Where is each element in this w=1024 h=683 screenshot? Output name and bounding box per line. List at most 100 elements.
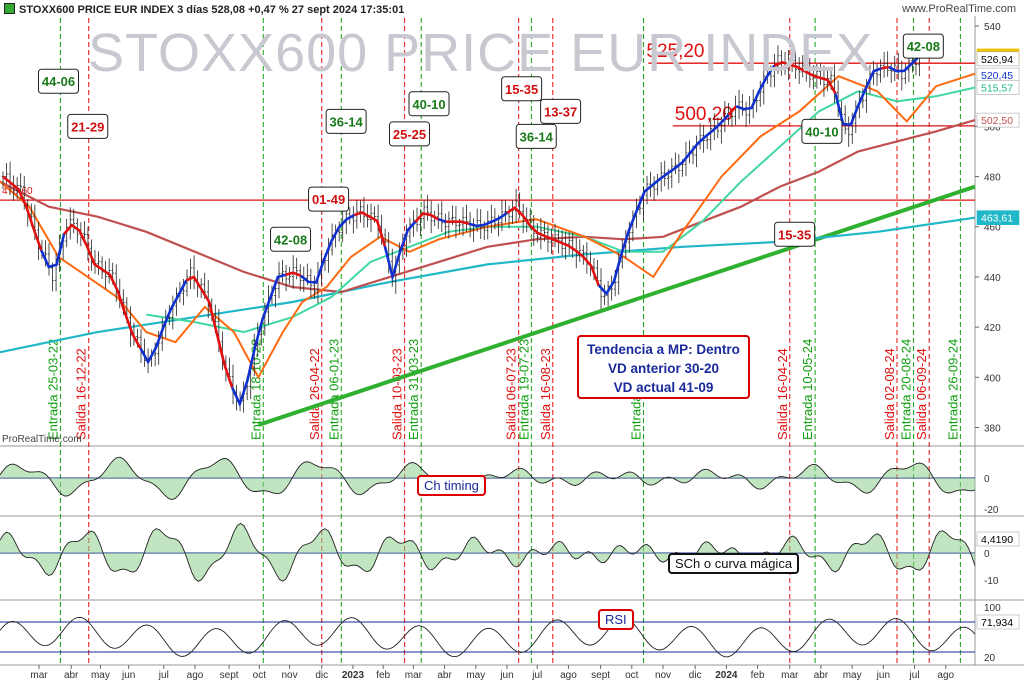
x-tick-label: ago [187,670,204,681]
x-tick-label: 2023 [342,670,365,681]
info-line-1: Tendencia a MP: Dentro [587,342,740,357]
hilo-segment [300,213,355,284]
x-tick-label: may [91,670,110,681]
price-tag [976,112,1020,128]
x-tick-label: jun [499,670,513,681]
annotation-box [501,76,543,102]
hilo-segment [888,55,921,73]
hilo-segment [834,67,882,127]
x-tick-label: mar [781,670,799,681]
x-tick-label: sept [220,670,239,681]
annotation-label: 15-35 [505,82,538,97]
signal-label: Salida 16-08-23 [538,348,553,440]
info-box: Tendencia a MP: Dentro VD anterior 30-20… [577,335,750,399]
x-tick-label: feb [751,670,765,681]
y-tick-label: 440 [984,273,1001,284]
panel-value-label: 4,4190 [981,534,1013,546]
price-tag [976,210,1020,225]
annotation-box [774,221,816,247]
rsi-line [0,616,976,658]
annotation-box [515,123,557,149]
hilo-segment [353,211,387,247]
timing-panel-label: Ch timing [417,475,486,496]
panel-value-label: 71,934 [981,617,1013,629]
timing-tick: -20 [984,505,999,516]
ema_slow-line [0,119,976,294]
hilo-segment [468,211,508,228]
chart-watermark: STOXX600 PRICE EUR INDEX [88,23,874,83]
hilo-segment [597,113,730,296]
signal-label: Entrada 31-03-23 [406,339,421,440]
annotation-label: 42-08 [274,232,307,247]
signal-label: Salida 16-12-22 [74,348,89,440]
y-tick-label: 460 [984,223,1001,234]
x-tick-label: ago [937,670,954,681]
x-tick-label: jul [531,670,542,681]
signal-label: Entrada 25-03-22 [45,339,60,440]
x-tick-label: mar [405,670,423,681]
instrument-color-swatch [4,3,15,14]
x-tick-label: abr [64,670,79,681]
annotation-box [308,186,350,212]
y-tick-label: 380 [984,423,1001,434]
x-tick-label: feb [376,670,390,681]
hilo-segment [773,61,837,95]
signal-label: Salida 06-09-24 [914,348,929,440]
x-tick-label: jun [121,670,135,681]
info-line-3: VD actual 41-09 [613,380,714,395]
signal-label: Entrada 19-07-23 [516,339,531,440]
price-tag [976,51,1020,67]
timing-tick: 0 [984,474,990,485]
annotation-label: 40-10 [805,124,838,139]
hilo-segment [63,223,142,350]
resistance-label: 525,20 [646,41,704,62]
x-tick-label: jun [876,670,890,681]
price-tag-label: 526,94 [981,54,1013,66]
signal-label: Entrada 06-01-23 [326,339,341,440]
ema_fast-line [0,72,976,380]
sch-line [0,522,976,582]
signal-label: Salida 06-07-23 [504,348,519,440]
sch-panel-label: SCh o curva mágica [668,553,800,574]
signal-label: Entrada 20-08-24 [899,339,914,440]
chart-title: STOXX600 PRICE EUR INDEX 3 días 528,08 +… [19,4,405,16]
annotation-label: 15-35 [778,227,811,242]
annotation-box [540,98,582,124]
hilo-segment [185,275,234,388]
signal-label: Salida 16-04-24 [775,348,790,440]
annotation-label: 25-25 [393,127,426,142]
signal-label: Salida 10-03-23 [390,348,405,440]
info-line-2: VD anterior 30-20 [607,361,720,376]
rsi-tick: 100 [984,603,1001,614]
footer-brand: ProRealTime.com [2,434,82,445]
annotation-label: 44-06 [42,74,75,89]
hilo-segment [727,105,738,116]
y-tick-label: 540 [984,22,1001,33]
annotation-label: 21-29 [71,119,104,134]
x-tick-label: abr [437,670,452,681]
x-tick-label: sept [591,670,610,681]
annotation-label: 40-10 [412,97,445,112]
annotation-box [408,91,450,117]
y-tick-label: 500 [984,122,1001,133]
rsi-panel-label: RSI [598,609,634,630]
source-link[interactable]: www.ProRealTime.com [902,3,1016,15]
signal-label: Entrada 10-05-24 [800,339,815,440]
x-tick-label: nov [282,670,298,681]
x-tick-label: abr [814,670,829,681]
panel-value-tag [976,614,1020,630]
x-tick-label: may [843,670,862,681]
price-tag-label: 515,57 [981,82,1013,94]
x-tick-label: mar [30,670,48,681]
hilo-segment [2,175,43,251]
hilo-segment [506,206,600,286]
annotation-box [38,68,79,94]
signal-label: Entrada 26-09-24 [945,339,960,440]
x-tick-label: jul [158,670,169,681]
hilo-segment [285,271,302,277]
chart-header: STOXX600 PRICE EUR INDEX 3 días 528,08 +… [4,3,404,16]
price-tag-label: 520,45 [981,70,1013,82]
hilo-segment [414,211,439,223]
panel-value-tag [976,531,1020,547]
x-tick-label: dic [315,670,328,681]
